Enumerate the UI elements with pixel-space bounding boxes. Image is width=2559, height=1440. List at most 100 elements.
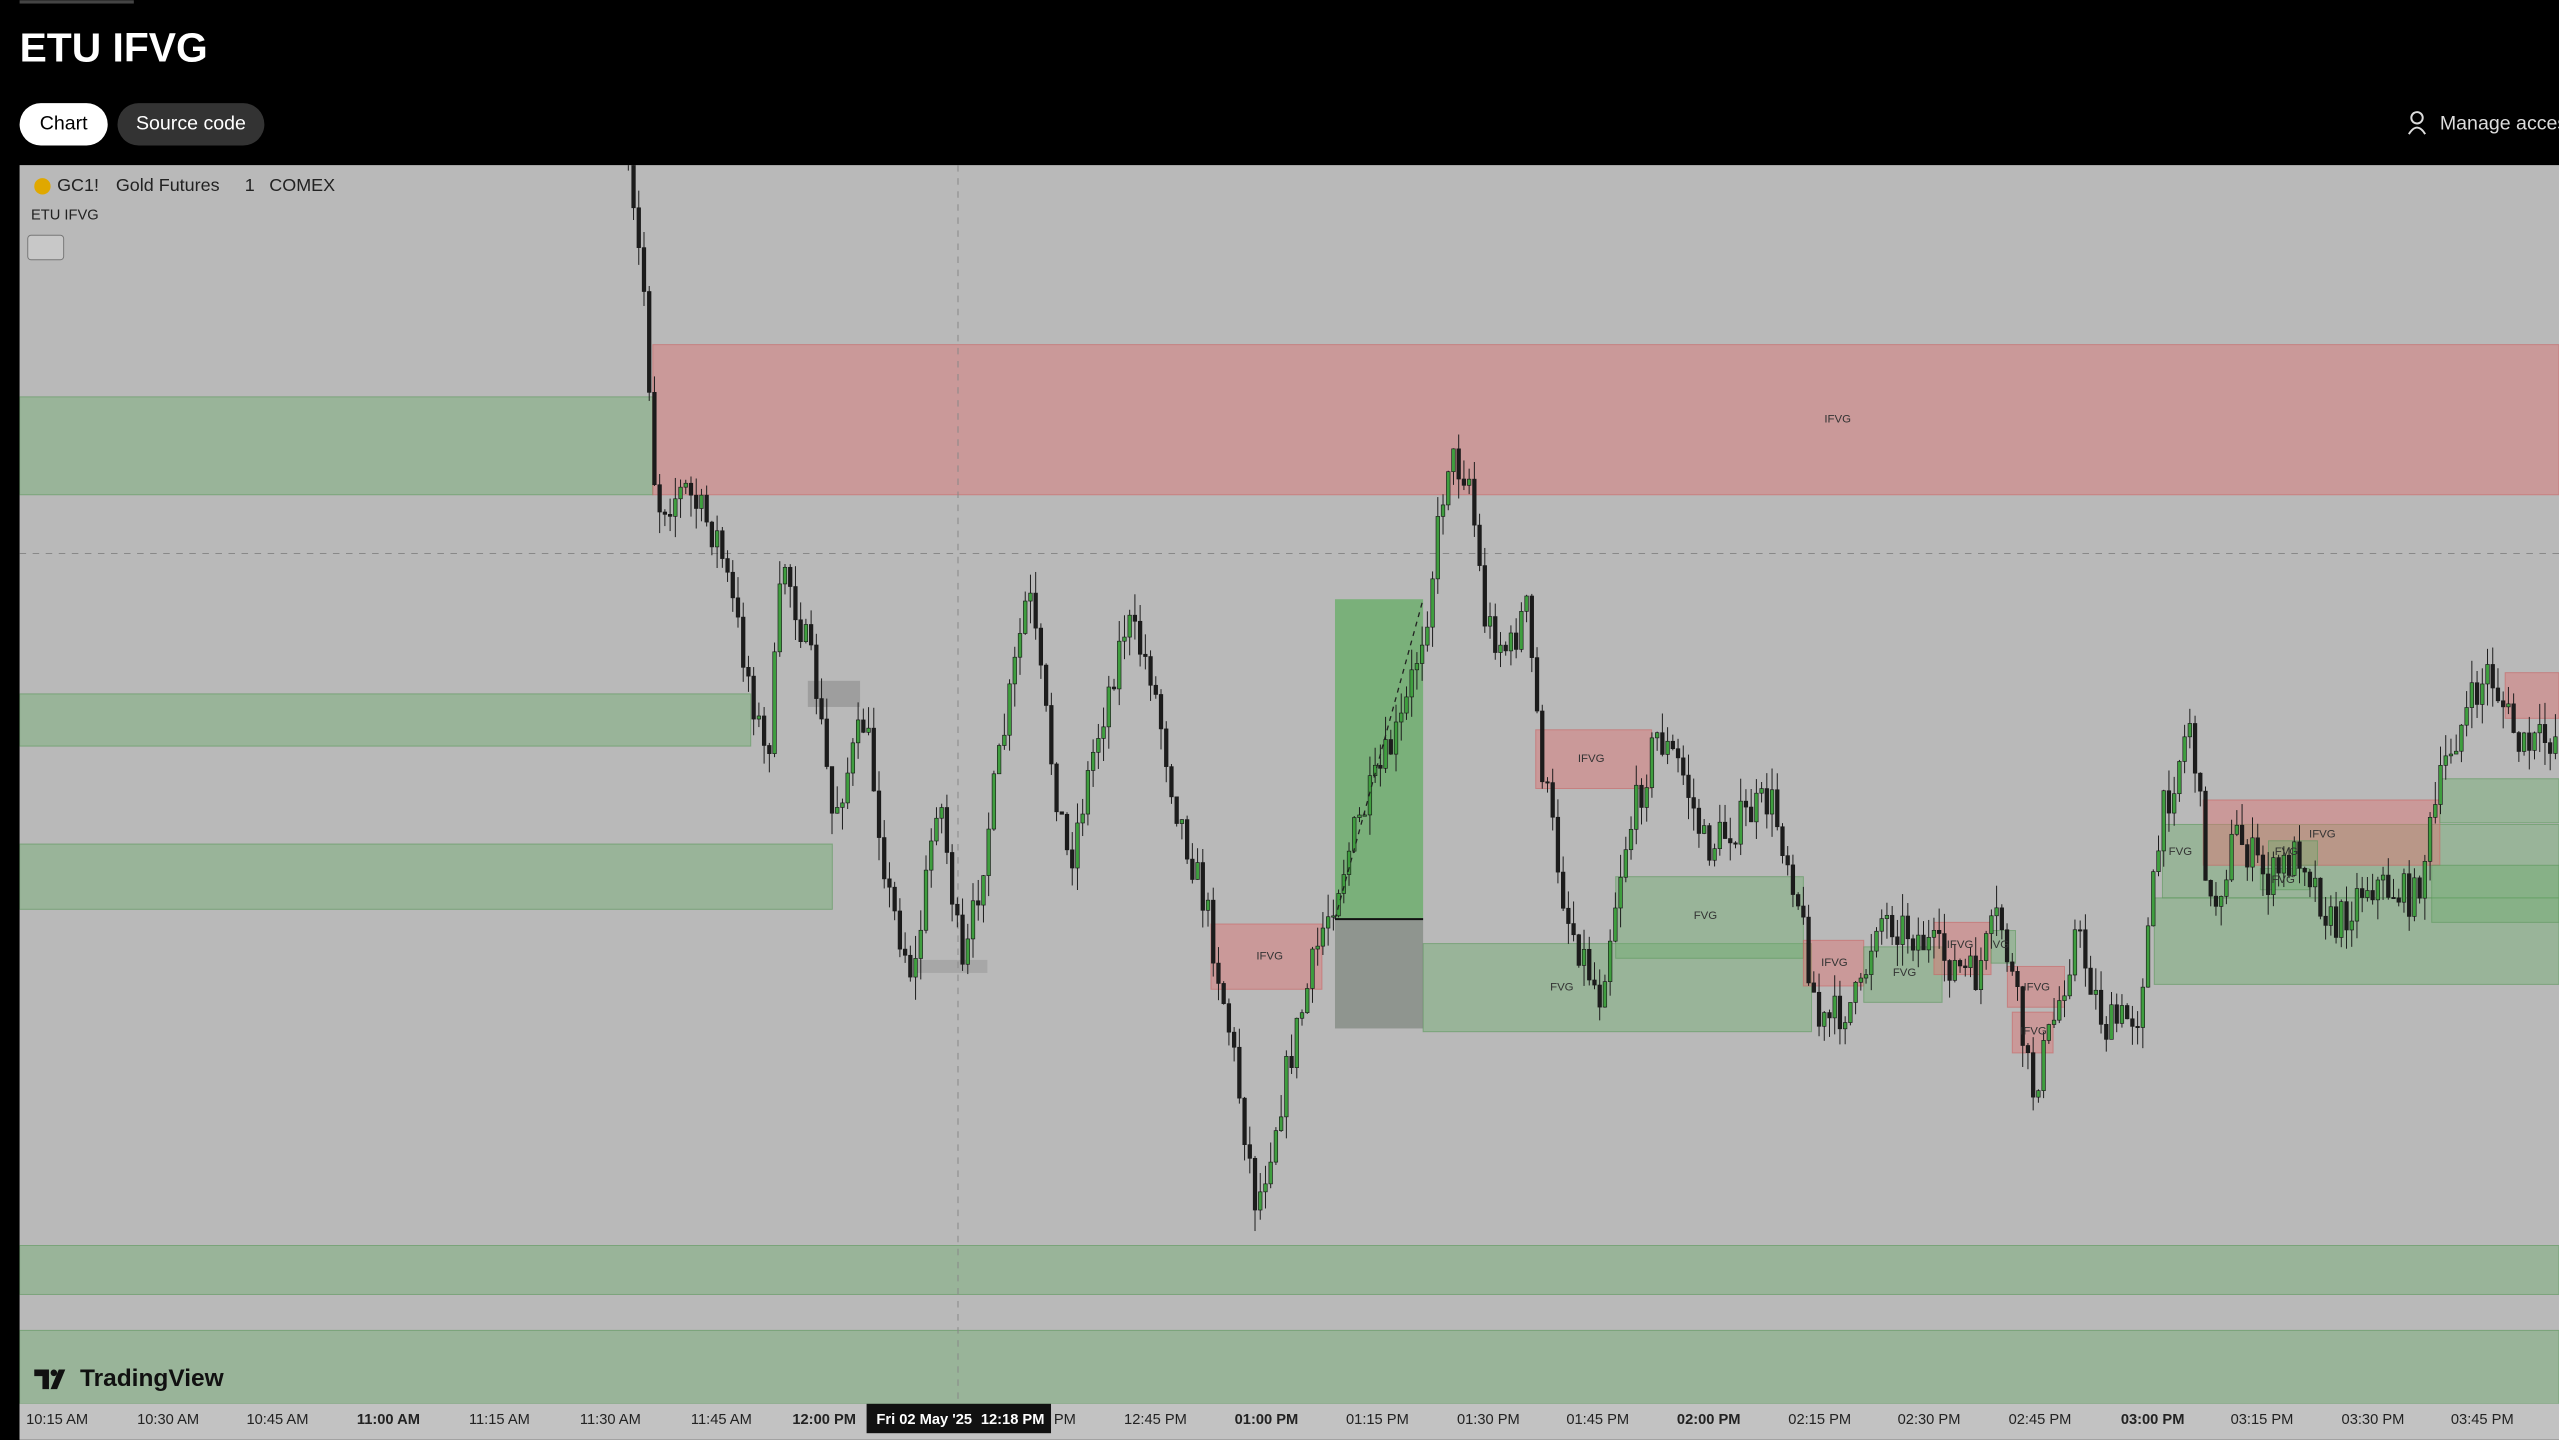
- candle-body: [2328, 906, 2333, 926]
- zone: [652, 344, 2559, 496]
- tab-chart[interactable]: [19, 103, 108, 146]
- candle-body: [1320, 927, 1326, 947]
- candle-body: [1085, 770, 1091, 815]
- candle-body: [2375, 879, 2380, 901]
- candle-body: [1299, 1012, 1305, 1019]
- zones: [19, 344, 2559, 1404]
- candle-body: [1508, 632, 1514, 652]
- candle-body: [1707, 825, 1712, 861]
- candle-body: [2109, 1004, 2114, 1040]
- candle-body: [2140, 986, 2145, 1028]
- candle-body: [1843, 1022, 1848, 1030]
- candle-body: [751, 675, 756, 720]
- candle-body: [1237, 1046, 1242, 1099]
- candle-body: [882, 837, 887, 880]
- zone-label: FVG: [2169, 846, 2193, 858]
- candle-body: [2386, 874, 2391, 898]
- candle-body: [1874, 930, 1879, 952]
- candle-body: [1064, 813, 1070, 851]
- candle-body: [720, 530, 725, 559]
- candle-body: [1028, 592, 1033, 602]
- candle-body: [1963, 965, 1968, 968]
- candle-body: [1832, 995, 1837, 1019]
- tab-label[interactable]: Source code: [136, 112, 246, 134]
- candle-body: [876, 790, 882, 838]
- candle-body: [1931, 930, 1937, 938]
- logo-mark: [34, 1369, 66, 1390]
- manage-access-label[interactable]: Manage access: [2440, 112, 2559, 134]
- candle-body: [2239, 824, 2245, 845]
- candle-body: [996, 745, 1002, 775]
- candle-body: [1346, 850, 1352, 875]
- candle-body: [1848, 1002, 1853, 1023]
- candle-body: [1017, 633, 1023, 658]
- zone: [19, 693, 752, 747]
- candle-body: [1524, 595, 1529, 612]
- candle-body: [1409, 669, 1414, 698]
- time-label: 12:00 PM: [792, 1412, 856, 1428]
- candle-body: [2208, 880, 2213, 897]
- zone-label: FVG: [1893, 967, 1917, 979]
- candle-body: [1263, 1183, 1268, 1193]
- tab-source[interactable]: [117, 103, 265, 146]
- collapse-button[interactable]: [27, 234, 65, 261]
- candle-body: [2161, 790, 2166, 852]
- candle-body: [2041, 1040, 2046, 1091]
- candle-body: [808, 624, 814, 646]
- candle-body: [1425, 626, 1430, 646]
- time-label: 02:15 PM: [1788, 1412, 1851, 1428]
- time-label: 11:15 AM: [469, 1412, 530, 1428]
- candle-body: [2511, 703, 2516, 733]
- chart-area: [19, 165, 2559, 1440]
- time-label: 01:45 PM: [1566, 1412, 1629, 1428]
- candle-body: [2266, 873, 2271, 896]
- candle-body: [2339, 901, 2344, 938]
- candle-body: [1660, 732, 1665, 755]
- candle-body: [1681, 757, 1686, 776]
- page-title: ETU IFVG: [20, 25, 208, 71]
- zone: [2439, 778, 2559, 824]
- candle-body: [2083, 929, 2088, 969]
- candle-body: [2422, 861, 2427, 899]
- candle-body: [2448, 753, 2454, 757]
- candle-body: [2454, 750, 2459, 755]
- candle-body: [725, 558, 730, 573]
- candle-body: [1205, 899, 1211, 911]
- candle-body: [1717, 821, 1722, 850]
- candle-body: [934, 817, 939, 842]
- candle-body: [1801, 905, 1806, 918]
- candle-body: [2417, 877, 2422, 899]
- zone-label: IFVG: [1256, 951, 1283, 963]
- zone: [1990, 930, 2017, 964]
- candle-body: [902, 948, 908, 956]
- candle-body: [1608, 940, 1613, 982]
- manage-access[interactable]: Manage access: [2408, 111, 2559, 135]
- candle-body: [1461, 478, 1467, 486]
- candle-body: [1884, 914, 1890, 919]
- candle-body: [1169, 766, 1174, 798]
- candle-body: [1749, 806, 1754, 823]
- symbol[interactable]: GC1!: [57, 175, 99, 195]
- candle-body: [2323, 915, 2328, 926]
- time-label: 01:00 PM: [1235, 1412, 1299, 1428]
- tab-label[interactable]: Chart: [40, 112, 88, 134]
- candle-body: [1148, 656, 1153, 686]
- candle-body: [1404, 696, 1409, 714]
- candle-body: [2260, 854, 2266, 875]
- candle-body: [2145, 925, 2151, 988]
- candle-body: [1540, 710, 1545, 783]
- candle-body: [991, 773, 997, 830]
- candle-body: [756, 715, 762, 720]
- candle-body: [2391, 897, 2396, 900]
- candle-body: [1587, 948, 1592, 981]
- logo-mark: [50, 1369, 58, 1377]
- candle-body: [1639, 784, 1644, 808]
- indicator-name: ETU IFVG: [31, 208, 99, 224]
- crosshair-time: 12:18 PM: [981, 1412, 1045, 1428]
- candle-body: [782, 566, 788, 585]
- candle-body: [1331, 915, 1336, 918]
- candle-body: [2219, 896, 2224, 907]
- candle-body: [2051, 1019, 2057, 1025]
- candle-body: [1592, 979, 1597, 986]
- candle-body: [2177, 761, 2182, 795]
